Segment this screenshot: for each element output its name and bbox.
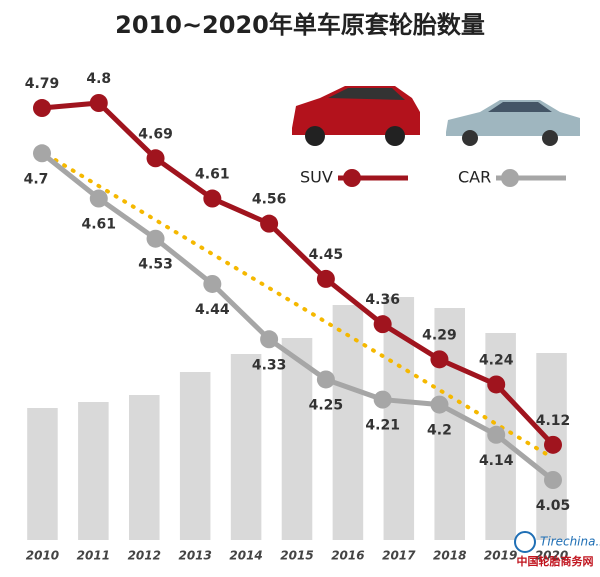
point bbox=[33, 144, 51, 163]
point bbox=[89, 189, 108, 208]
data-label: 4.05 bbox=[536, 498, 571, 514]
logo-site: Tirechina.net bbox=[540, 535, 600, 549]
point bbox=[260, 330, 279, 349]
trend-line bbox=[45, 153, 555, 460]
series-line bbox=[41, 100, 555, 447]
line-layer: 4.79 4.8 4.69 4.61 4.56 4.45 4.36 4.29 4.24 4.12 4… bbox=[24, 71, 571, 514]
point bbox=[544, 435, 562, 454]
x-tick-label: 2019 bbox=[484, 549, 517, 563]
data-label: 4.69 bbox=[138, 126, 173, 142]
point bbox=[89, 94, 108, 112]
data-label: 4.7 bbox=[24, 171, 49, 187]
x-tick-label: 2017 bbox=[382, 549, 416, 563]
x-tick-label: 2018 bbox=[433, 549, 466, 563]
bar-layer: 2010 2011 2012 2013 2014 2015 2016 2017 2018 2019… bbox=[26, 297, 568, 563]
legend-label: CAR bbox=[458, 168, 491, 187]
data-label: 4.53 bbox=[138, 257, 173, 273]
legend: SUV CAR bbox=[300, 168, 566, 187]
x-tick-label: 2020 bbox=[535, 549, 568, 563]
point bbox=[33, 99, 51, 118]
point bbox=[430, 395, 449, 414]
point bbox=[373, 315, 392, 334]
logo: Tirechina.net 中国轮胎商务网 bbox=[514, 531, 600, 568]
data-label: 4.14 bbox=[479, 453, 514, 469]
bar bbox=[129, 395, 160, 540]
data-label: 4.33 bbox=[252, 357, 287, 373]
point bbox=[487, 425, 506, 444]
point bbox=[316, 269, 335, 288]
chart-title: 2010~2020年单车原套轮胎数量 bbox=[115, 11, 485, 39]
point bbox=[260, 214, 279, 233]
data-label: 4.45 bbox=[309, 247, 344, 263]
x-tick-label: 2015 bbox=[280, 549, 313, 563]
point bbox=[203, 189, 222, 208]
point bbox=[544, 471, 562, 489]
data-label: 4.61 bbox=[195, 167, 230, 183]
bar bbox=[27, 408, 58, 540]
x-tick-label: 2013 bbox=[178, 549, 211, 563]
bar bbox=[434, 308, 465, 540]
bar bbox=[383, 297, 415, 540]
x-tick-label: 2012 bbox=[128, 549, 161, 563]
x-tick-label: 2011 bbox=[77, 549, 110, 563]
legend-marker bbox=[343, 169, 361, 187]
legend-marker bbox=[501, 169, 519, 187]
point bbox=[203, 274, 222, 293]
bar bbox=[179, 372, 211, 540]
series-line bbox=[40, 151, 555, 482]
data-label: 4.24 bbox=[479, 352, 514, 368]
data-label: 4.25 bbox=[309, 397, 344, 413]
point bbox=[430, 350, 449, 369]
point bbox=[373, 390, 392, 409]
point bbox=[146, 229, 165, 248]
data-label: 4.36 bbox=[365, 292, 400, 308]
car-icon bbox=[446, 100, 580, 146]
bar bbox=[78, 402, 109, 540]
x-tick-label: 2014 bbox=[229, 549, 262, 563]
point bbox=[487, 375, 506, 394]
bar bbox=[230, 354, 262, 540]
data-label: 4.21 bbox=[365, 418, 400, 434]
data-label: 4.12 bbox=[536, 413, 571, 429]
point bbox=[316, 370, 335, 389]
bar bbox=[332, 305, 364, 540]
bar bbox=[281, 338, 313, 540]
x-tick-label: 2016 bbox=[331, 549, 364, 563]
legend-label: SUV bbox=[300, 168, 333, 187]
suv-icon bbox=[292, 86, 420, 146]
data-label: 4.8 bbox=[86, 71, 111, 87]
logo-name: 中国轮胎商务网 bbox=[517, 554, 594, 568]
data-label: 4.61 bbox=[82, 217, 117, 233]
x-tick-label: 2010 bbox=[26, 549, 59, 563]
data-label: 4.29 bbox=[422, 327, 457, 343]
data-label: 4.79 bbox=[25, 76, 60, 92]
data-label: 4.44 bbox=[195, 302, 230, 318]
data-label: 4.2 bbox=[427, 423, 452, 439]
point bbox=[146, 149, 165, 168]
data-label: 4.56 bbox=[252, 192, 287, 208]
